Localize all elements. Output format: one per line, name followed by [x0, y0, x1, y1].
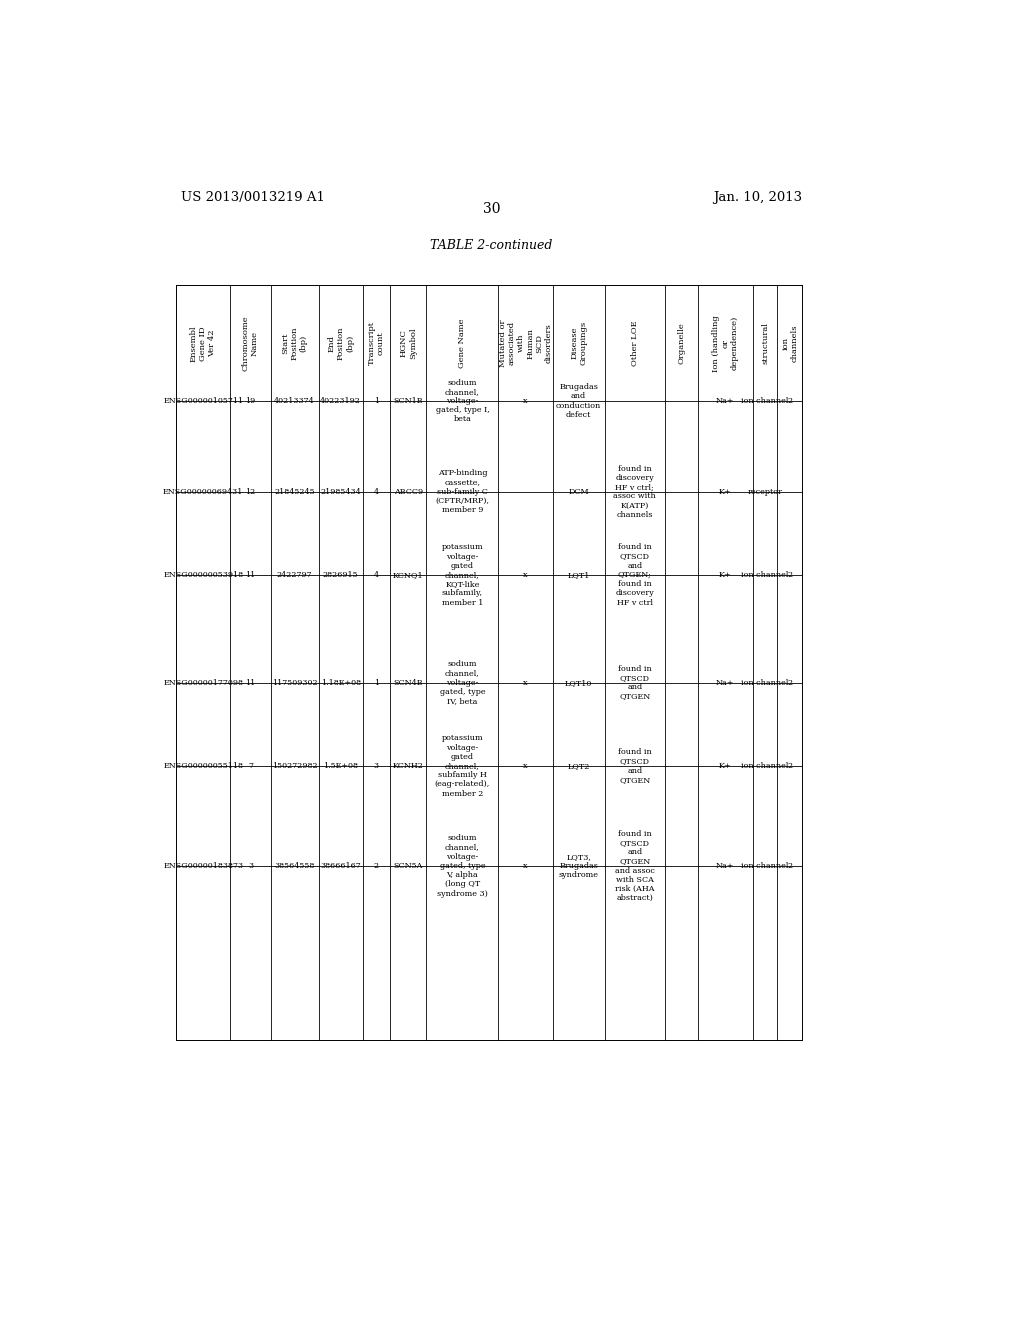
Text: K+: K+ [719, 572, 731, 579]
Text: US 2013/0013219 A1: US 2013/0013219 A1 [180, 191, 325, 203]
Text: KCNQ1: KCNQ1 [393, 572, 424, 579]
Text: ENSG00000053918: ENSG00000053918 [163, 572, 244, 579]
Text: x: x [523, 762, 527, 770]
Text: ENSG00000055118: ENSG00000055118 [163, 762, 243, 770]
Text: Mutated or
associated
with
Human
SCD
disorders: Mutated or associated with Human SCD dis… [499, 319, 553, 367]
Text: sodium
channel,
voltage-
gated, type
IV, beta: sodium channel, voltage- gated, type IV,… [439, 660, 485, 705]
Text: 3: 3 [374, 762, 379, 770]
Bar [176, 285, 802, 1040]
Text: 117509302: 117509302 [271, 678, 317, 686]
Text: SCN5A: SCN5A [393, 862, 423, 870]
Text: 2: 2 [787, 397, 793, 405]
Text: Ion (handling
or
dependence): Ion (handling or dependence) [712, 315, 738, 371]
Text: 12: 12 [246, 488, 256, 496]
Text: LQT10: LQT10 [565, 678, 592, 686]
Text: x: x [523, 678, 527, 686]
Text: ion channel: ion channel [741, 397, 788, 405]
Text: Brugadas
and
conduction
defect: Brugadas and conduction defect [556, 383, 601, 418]
Text: Na+: Na+ [716, 678, 734, 686]
Text: 40213374: 40213374 [274, 397, 315, 405]
Text: sodium
channel,
voltage-
gated, type
V, alpha
(long QT
syndrome 3): sodium channel, voltage- gated, type V, … [437, 834, 487, 898]
Text: 2: 2 [787, 762, 793, 770]
Text: 21985434: 21985434 [321, 488, 361, 496]
Text: SCN4B: SCN4B [393, 678, 423, 686]
Text: ion channel: ion channel [741, 762, 788, 770]
Text: structural: structural [761, 322, 769, 364]
Text: K+: K+ [719, 762, 731, 770]
Text: TABLE 2-continued: TABLE 2-continued [430, 239, 553, 252]
Text: ion channel: ion channel [741, 862, 788, 870]
Text: LQT2: LQT2 [567, 762, 590, 770]
Text: found in
discovery
HF v ctrl;
assoc with
K(ATP)
channels: found in discovery HF v ctrl; assoc with… [613, 465, 656, 519]
Text: 30: 30 [482, 202, 501, 216]
Text: Chromosome
Name: Chromosome Name [242, 315, 259, 371]
Text: found in
QTSCD
and
QTGEN;
found in
discovery
HF v ctrl: found in QTSCD and QTGEN; found in disco… [615, 544, 654, 607]
Text: ion channel: ion channel [741, 678, 788, 686]
Text: LQT1: LQT1 [567, 572, 590, 579]
Text: found in
QTSCD
and
QTGEN: found in QTSCD and QTGEN [617, 748, 651, 784]
Text: Gene Name: Gene Name [459, 318, 466, 368]
Text: End
Position
(bp): End Position (bp) [328, 326, 354, 360]
Text: 1.18E+08: 1.18E+08 [321, 678, 360, 686]
Text: ENSG00000177098: ENSG00000177098 [163, 678, 243, 686]
Text: Na+: Na+ [716, 862, 734, 870]
Text: ATP-binding
cassette,
sub-family C
(CFTR/MRP),
member 9: ATP-binding cassette, sub-family C (CFTR… [435, 470, 489, 515]
Text: receptor: receptor [748, 488, 782, 496]
Text: x: x [523, 397, 527, 405]
Text: 2826915: 2826915 [323, 572, 358, 579]
Text: x: x [523, 572, 527, 579]
Text: 2422797: 2422797 [276, 572, 312, 579]
Text: KCNH2: KCNH2 [393, 762, 424, 770]
Text: found in
QTSCD
and
QTGEN
and assoc
with SCA
risk (AHA
abstract): found in QTSCD and QTGEN and assoc with … [615, 830, 654, 903]
Text: ENSG00000105711: ENSG00000105711 [163, 397, 244, 405]
Text: Disease
Groupings: Disease Groupings [570, 321, 587, 366]
Text: 3: 3 [248, 862, 253, 870]
Text: 21845245: 21845245 [274, 488, 315, 496]
Text: 1.5E+08: 1.5E+08 [324, 762, 358, 770]
Text: 38666167: 38666167 [321, 862, 361, 870]
Text: 7: 7 [248, 762, 253, 770]
Text: ion channel: ion channel [741, 572, 788, 579]
Text: 2: 2 [787, 572, 793, 579]
Text: Transcript
count: Transcript count [368, 321, 385, 366]
Text: 19: 19 [246, 397, 256, 405]
Text: 150272982: 150272982 [271, 762, 317, 770]
Text: Na+: Na+ [716, 397, 734, 405]
Text: SCN1B: SCN1B [393, 397, 423, 405]
Text: K+: K+ [719, 488, 731, 496]
Text: DCM: DCM [568, 488, 589, 496]
Text: Start
Position
(bp): Start Position (bp) [282, 326, 308, 360]
Text: ion
channels: ion channels [781, 325, 799, 362]
Text: 2: 2 [787, 862, 793, 870]
Text: 2: 2 [374, 862, 379, 870]
Text: ENSG00000183873: ENSG00000183873 [163, 862, 244, 870]
Text: potassium
voltage-
gated
channel,
KQT-like
subfamily,
member 1: potassium voltage- gated channel, KQT-li… [441, 544, 483, 607]
Text: Other LOE: Other LOE [631, 321, 639, 366]
Text: 4: 4 [374, 488, 379, 496]
Text: 1: 1 [374, 678, 379, 686]
Text: 2: 2 [787, 678, 793, 686]
Text: 38564558: 38564558 [274, 862, 314, 870]
Text: Ensembl
Gene ID
Ver 42: Ensembl Gene ID Ver 42 [190, 325, 216, 362]
Text: x: x [523, 862, 527, 870]
Text: 11: 11 [246, 572, 256, 579]
Text: Organelle: Organelle [677, 322, 685, 364]
Text: 1: 1 [374, 397, 379, 405]
Text: found in
QTSCD
and
QTGEN: found in QTSCD and QTGEN [617, 665, 651, 701]
Text: Jan. 10, 2013: Jan. 10, 2013 [713, 191, 802, 203]
Text: 4: 4 [374, 572, 379, 579]
Text: LQT3,
Brugadas
syndrome: LQT3, Brugadas syndrome [559, 853, 599, 879]
Text: 40223192: 40223192 [321, 397, 361, 405]
Text: ENSG00000069431: ENSG00000069431 [163, 488, 244, 496]
Text: 11: 11 [246, 678, 256, 686]
Text: sodium
channel,
voltage-
gated, type I,
beta: sodium channel, voltage- gated, type I, … [435, 379, 489, 424]
Text: ABCC9: ABCC9 [393, 488, 423, 496]
Text: potassium
voltage-
gated
channel,
subfamily H
(eag-related),
member 2: potassium voltage- gated channel, subfam… [435, 734, 490, 797]
Text: HGNC
Symbol: HGNC Symbol [399, 327, 417, 359]
